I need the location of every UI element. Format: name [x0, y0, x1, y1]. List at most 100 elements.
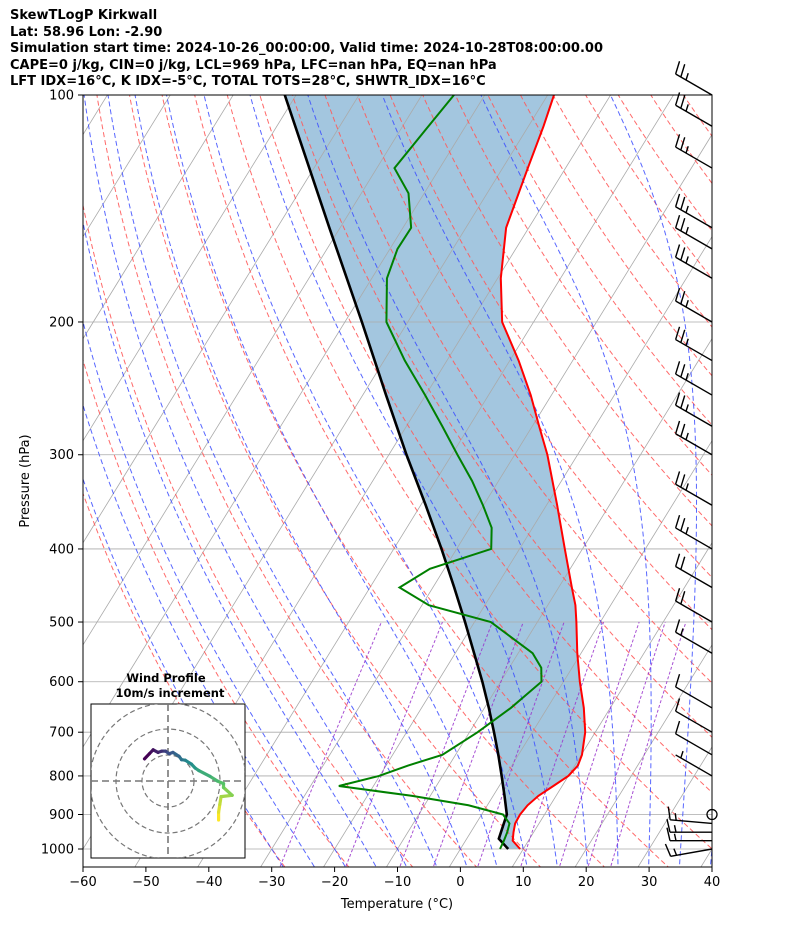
x-tick-label: 20: [578, 875, 595, 890]
wind-barb-staff: [675, 146, 713, 169]
y-tick-label: 100: [49, 89, 74, 104]
wind-barb-staff: [675, 256, 713, 279]
dry-adiabat: [259, 95, 712, 794]
dry-adiabat: [422, 95, 712, 527]
wind-barb-staff: [675, 338, 713, 362]
cin-shaded-area: [284, 95, 586, 849]
wind-barb-staff: [675, 600, 713, 623]
wind-barb-half-flag: [685, 205, 689, 213]
wind-barb: [666, 827, 712, 842]
parcel-path-line: [283, 95, 510, 850]
y-tick-label: 1000: [41, 843, 74, 858]
moist-adiabat: [307, 95, 589, 867]
moist-adiabat: [83, 403, 316, 867]
moist-adiabat: [203, 95, 528, 867]
wind-barb-flag: [680, 217, 686, 232]
dry-adiabat: [724, 61, 794, 881]
wind-barb: [667, 806, 713, 825]
wind-barb: [674, 134, 713, 169]
isotherm-line: [323, 235, 712, 867]
wind-barb-staff: [675, 227, 713, 250]
wind-barb-flag: [680, 329, 686, 343]
wind-barb-flag: [674, 244, 681, 258]
wind-barb-flag: [674, 673, 681, 688]
moist-adiabat: [609, 95, 698, 867]
dry-adiabat: [389, 95, 712, 579]
title-indices-2: LFT IDX=16°C, K IDX=-5°C, TOTAL TOTS=28°…: [10, 74, 486, 89]
wind-barb-flag: [680, 291, 686, 305]
dry-adiabat: [617, 95, 712, 232]
moist-adiabat: [709, 843, 712, 867]
wind-barbs: [664, 61, 718, 857]
y-axis-label: Pressure (hPa): [18, 434, 33, 527]
wind-barb-half-flag: [685, 299, 689, 308]
x-tick-label: −50: [132, 875, 159, 890]
x-axis-label: Temperature (°C): [340, 897, 453, 912]
isotherm-line: [448, 439, 712, 867]
wind-barb-staff: [675, 300, 713, 323]
wind-barb-flag: [680, 95, 686, 109]
wind-barb-flag: [666, 827, 671, 841]
wind-barb-flag: [680, 591, 686, 605]
wind-barb: [674, 619, 713, 654]
x-tick-label: 10: [515, 875, 532, 890]
wind-barb-flag: [680, 64, 686, 78]
moist-adiabat: [249, 95, 558, 867]
y-tick-label: 400: [49, 542, 74, 557]
title-times: Simulation start time: 2024-10-26_00:00:…: [10, 41, 603, 56]
wind-barb-flag: [680, 556, 686, 570]
moist-adiabat: [166, 95, 498, 867]
x-tick-label: −10: [384, 875, 411, 890]
wind-barb-flag: [680, 364, 686, 378]
dry-adiabat: [756, 61, 794, 881]
wind-barb-flag: [674, 392, 681, 406]
hodograph-increment-label: 10m/s increment: [116, 686, 225, 700]
mixing-ratio-line: [520, 621, 605, 867]
moist-adiabat: [83, 319, 347, 867]
mixing-ratio-line: [345, 621, 443, 867]
hodograph-trace-segment: [221, 785, 234, 797]
isotherm-line: [83, 95, 360, 544]
dry-adiabat: [585, 95, 712, 280]
mixing-ratio-line: [558, 621, 640, 867]
wind-barb-flag: [674, 471, 681, 485]
x-tick-label: 30: [641, 875, 658, 890]
wind-barb: [674, 720, 713, 756]
wind-barb-half-flag: [685, 72, 689, 81]
dry-adiabat: [357, 95, 712, 631]
wind-barb-staff: [675, 631, 713, 654]
wind-barb-flag: [674, 588, 681, 602]
dry-adiabat: [552, 95, 712, 328]
y-tick-label: 800: [49, 769, 74, 784]
wind-barb-flag: [680, 517, 686, 532]
wind-barb-staff: [670, 848, 713, 857]
x-axis-ticks: −60 −50 −40 −30 −20 −10 0 10 20 30 40: [69, 867, 720, 890]
hodograph-trace-segment: [197, 768, 212, 778]
mixing-ratio-line: [279, 621, 382, 867]
dry-adiabat: [226, 95, 712, 850]
isotherm-line: [83, 95, 234, 340]
wind-barb-half-flag: [673, 848, 678, 856]
wind-barb-half-flag: [685, 256, 689, 264]
chart-title-block: SkewTLogP Kirkwall Lat: 58.96 Lon: -2.90…: [10, 8, 603, 91]
wind-barb: [674, 244, 713, 279]
x-tick-label: −40: [195, 875, 222, 890]
wind-barb: [674, 553, 713, 589]
dry-adiabat: [787, 61, 794, 881]
wind-barb-flag: [680, 247, 686, 261]
wind-barb-half-flag: [685, 104, 689, 112]
wind-barb: [674, 392, 713, 427]
y-tick-label: 300: [49, 448, 74, 463]
wind-barb: [674, 288, 713, 323]
wind-barb-staff: [675, 373, 713, 396]
wind-barb-flag: [680, 423, 686, 437]
moist-adiabat: [83, 95, 408, 867]
wind-barb-staff: [675, 104, 713, 127]
isotherm-line: [0, 61, 3, 881]
wind-barb-flag: [674, 193, 681, 207]
wind-barb: [674, 698, 713, 733]
wind-barb-flag: [674, 134, 681, 148]
wind-barb-half-flag: [685, 432, 689, 440]
moist-adiabat: [107, 95, 438, 867]
